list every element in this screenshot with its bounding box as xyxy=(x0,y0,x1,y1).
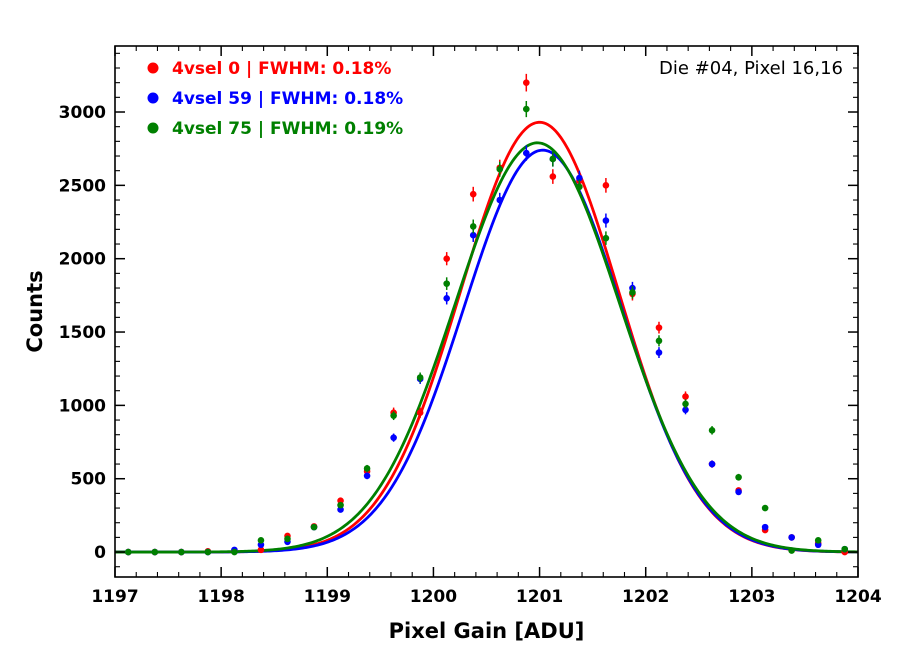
data-point xyxy=(788,547,795,554)
data-point xyxy=(523,149,530,157)
tick-labels: 1197 1198 1199 1200 1201 1202 1203 1204 0 500 1000… xyxy=(59,103,882,607)
data-point xyxy=(416,409,424,417)
data-point xyxy=(788,534,795,541)
data-point xyxy=(257,546,265,554)
x-tick-label: 1199 xyxy=(304,587,351,607)
data-point xyxy=(682,400,689,408)
data-point xyxy=(443,255,450,262)
x-tick-label: 1204 xyxy=(834,587,881,607)
data-point xyxy=(814,537,822,544)
y-axis-label: Counts xyxy=(23,270,47,352)
legend-marker xyxy=(147,92,159,104)
x-tick-label: 1202 xyxy=(622,587,669,607)
fit-curves xyxy=(115,120,859,554)
x-axis-label: Pixel Gain [ADU] xyxy=(389,619,585,643)
plot-frame xyxy=(114,45,859,578)
x-tick-label: 1200 xyxy=(410,587,457,607)
data-point xyxy=(602,182,610,189)
data-point xyxy=(629,289,636,296)
data-point xyxy=(761,504,769,512)
data-point xyxy=(284,535,291,543)
data-point xyxy=(602,234,610,242)
data-point xyxy=(204,548,212,556)
data-point xyxy=(682,393,689,400)
data-point xyxy=(576,183,583,191)
axis-ticks xyxy=(114,46,859,577)
data-point xyxy=(443,280,450,287)
plot-annotation: Die #04, Pixel 16,16 xyxy=(659,58,843,79)
data-point xyxy=(390,412,397,419)
legend-label: 4vsel 59 | FWHM: 0.18% xyxy=(172,89,403,109)
data-point xyxy=(735,488,742,496)
y-tick-label: 3000 xyxy=(59,103,106,123)
data-point xyxy=(151,548,159,556)
data-point xyxy=(523,79,530,86)
x-tick-label: 1203 xyxy=(728,587,775,607)
legend-marker xyxy=(147,122,159,134)
x-tick-label: 1198 xyxy=(197,587,244,607)
data-point xyxy=(337,501,344,509)
data-point xyxy=(682,406,689,414)
x-tick-label: 1201 xyxy=(516,587,563,607)
data-point xyxy=(655,349,663,356)
data-points xyxy=(124,73,849,556)
legend-marker xyxy=(147,62,159,74)
data-point xyxy=(124,548,132,556)
y-tick-label: 2000 xyxy=(59,250,106,270)
legend: 4vsel 0 | FWHM: 0.18% 4vsel 59 | FWHM: 0.… xyxy=(147,59,403,139)
data-point xyxy=(708,427,716,434)
data-point xyxy=(443,294,450,302)
data-point xyxy=(310,523,318,531)
data-point xyxy=(416,374,424,381)
data-point xyxy=(469,223,477,230)
data-point xyxy=(735,473,742,481)
data-point xyxy=(390,434,397,441)
y-tick-label: 500 xyxy=(71,470,107,490)
data-point xyxy=(496,196,504,204)
data-point xyxy=(363,465,371,472)
data-point xyxy=(708,460,716,468)
data-point xyxy=(496,165,504,173)
y-tick-label: 1500 xyxy=(59,323,106,343)
data-point xyxy=(655,324,663,331)
x-tick-label: 1197 xyxy=(91,587,138,607)
data-point xyxy=(761,523,769,531)
legend-label: 4vsel 0 | FWHM: 0.18% xyxy=(172,59,391,79)
data-point xyxy=(363,472,371,480)
data-point xyxy=(178,548,185,556)
data-point xyxy=(841,545,849,553)
data-point xyxy=(469,190,477,198)
y-tick-label: 2500 xyxy=(59,176,106,196)
data-point xyxy=(655,337,663,345)
fit-curve xyxy=(115,141,859,554)
legend-label: 4vsel 75 | FWHM: 0.19% xyxy=(172,119,403,139)
data-point xyxy=(549,173,557,180)
data-point xyxy=(469,231,477,239)
y-tick-label: 0 xyxy=(94,543,106,563)
data-point xyxy=(231,548,238,556)
data-point xyxy=(602,217,610,224)
y-tick-label: 1000 xyxy=(59,396,106,416)
data-point xyxy=(523,105,530,113)
data-point xyxy=(257,537,265,544)
data-point xyxy=(576,174,583,182)
data-point xyxy=(549,155,557,163)
